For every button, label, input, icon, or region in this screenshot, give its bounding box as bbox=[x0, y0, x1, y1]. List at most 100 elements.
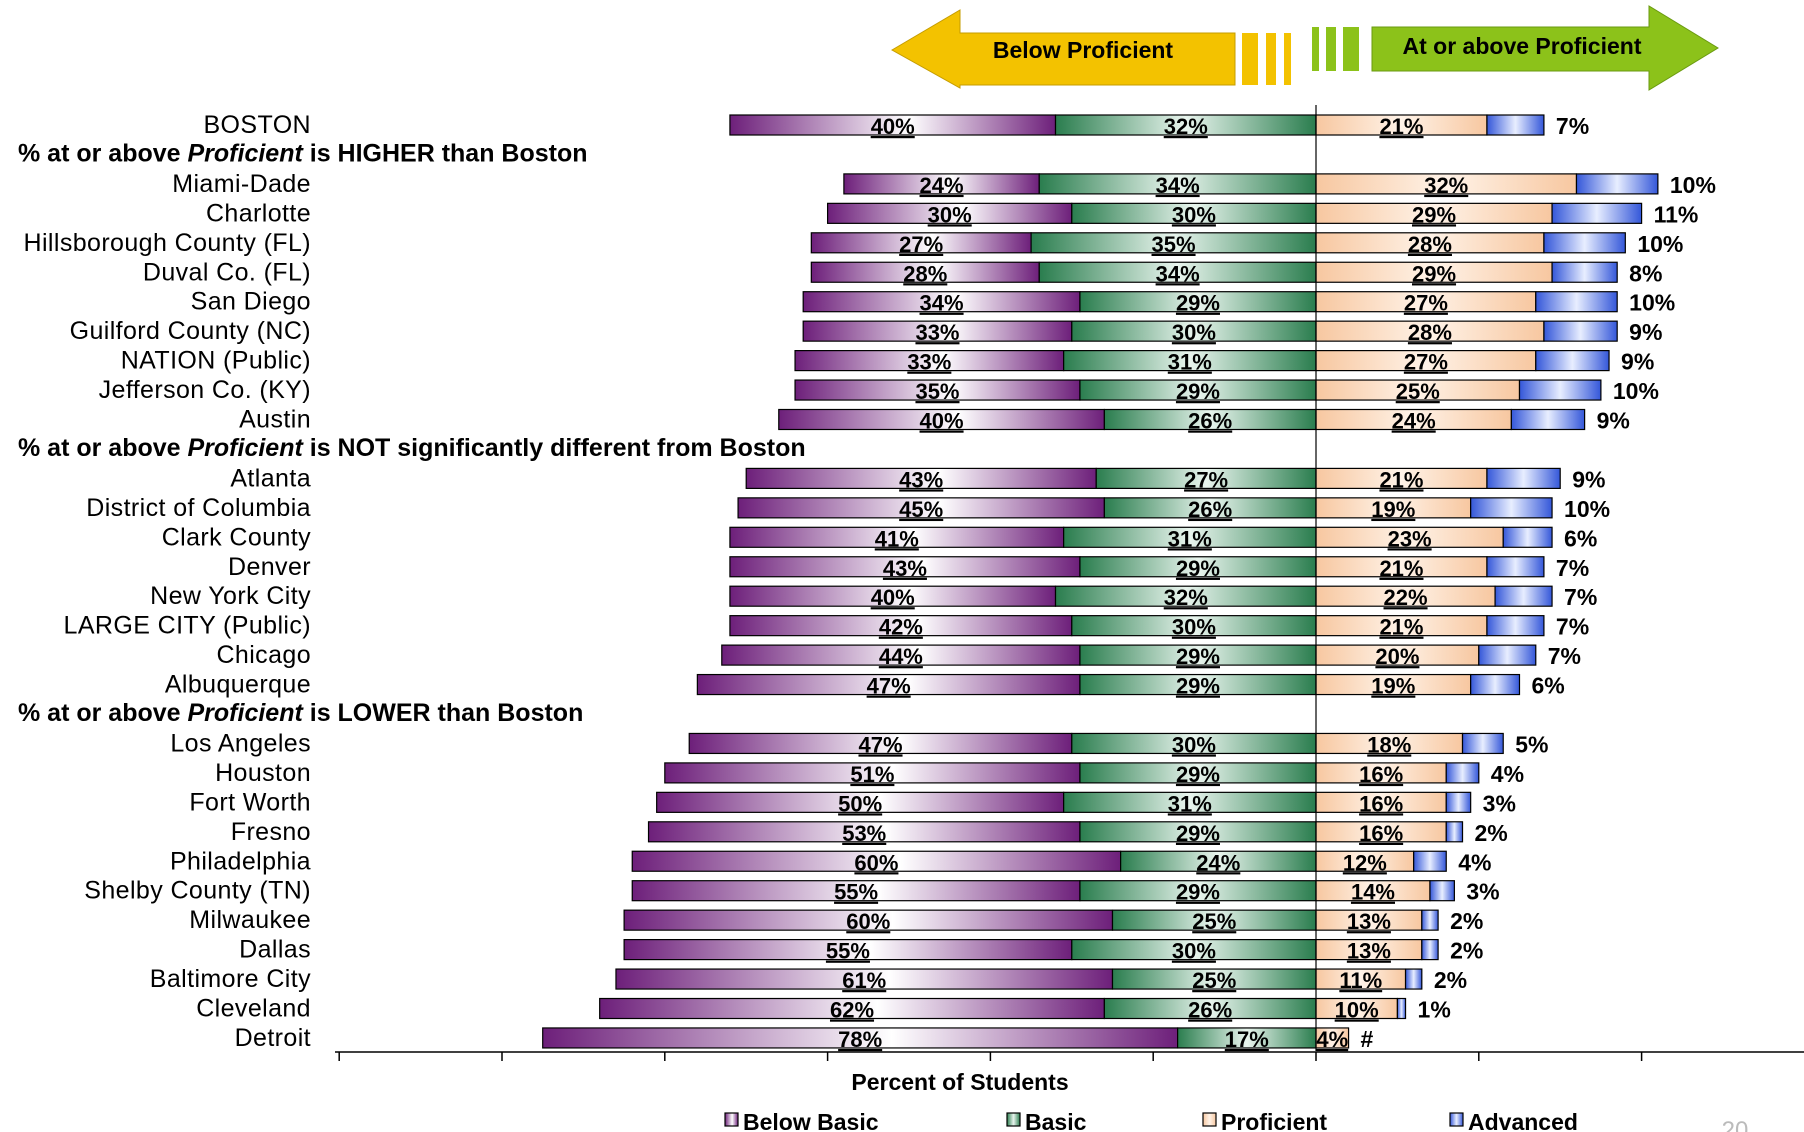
arrow-stripe bbox=[1284, 33, 1291, 85]
basic-value-label: 17% bbox=[1225, 1027, 1269, 1052]
basic-value-label: 35% bbox=[1152, 232, 1196, 257]
basic-value-label: 29% bbox=[1176, 762, 1220, 787]
below-basic-value-label: 44% bbox=[879, 644, 923, 669]
basic-value-label: 29% bbox=[1176, 674, 1220, 699]
advanced-bar bbox=[1535, 350, 1610, 372]
below-proficient-label: Below Proficient bbox=[993, 37, 1174, 63]
below-basic-value-label: 40% bbox=[871, 114, 915, 139]
basic-value-label: 25% bbox=[1192, 909, 1236, 934]
at-or-above-proficient-arrow bbox=[1371, 5, 1719, 91]
basic-value-label: 32% bbox=[1164, 585, 1208, 610]
advanced-bar bbox=[1421, 938, 1439, 961]
x-axis-title: Percent of Students bbox=[851, 1069, 1068, 1095]
below-basic-value-label: 47% bbox=[858, 732, 902, 757]
advanced-bar bbox=[1543, 232, 1626, 254]
category-label: Dallas bbox=[239, 936, 311, 964]
category-label: Albuquerque bbox=[165, 671, 311, 699]
advanced-bar bbox=[1494, 585, 1553, 607]
category-label: Fresno bbox=[231, 818, 311, 846]
advanced-value-label: 7% bbox=[1548, 643, 1581, 669]
section-heading-suffix: is HIGHER than Boston bbox=[303, 139, 588, 167]
advanced-bar bbox=[1486, 615, 1545, 637]
arrow-banner: Below Proficient At or above Proficient bbox=[890, 5, 1719, 91]
proficient-value-label: 13% bbox=[1347, 939, 1391, 964]
category-label: Milwaukee bbox=[189, 906, 311, 934]
category-label: Duval Co. (FL) bbox=[143, 258, 311, 286]
proficient-value-label: 21% bbox=[1379, 615, 1423, 640]
category-label: Philadelphia bbox=[170, 847, 311, 875]
advanced-bar bbox=[1486, 467, 1561, 489]
basic-value-label: 30% bbox=[1172, 320, 1216, 345]
category-label: Miami-Dade bbox=[172, 170, 311, 198]
proficient-value-label: 28% bbox=[1408, 320, 1452, 345]
legend-label: Basic bbox=[1025, 1109, 1087, 1132]
below-basic-value-label: 43% bbox=[899, 467, 943, 492]
advanced-bar bbox=[1486, 556, 1545, 578]
below-basic-value-label: 30% bbox=[928, 202, 972, 227]
basic-value-label: 30% bbox=[1172, 939, 1216, 964]
category-label: District of Columbia bbox=[86, 494, 311, 522]
basic-value-label: 34% bbox=[1156, 173, 1200, 198]
advanced-bar bbox=[1445, 821, 1464, 843]
advanced-bar bbox=[1396, 997, 1407, 1020]
advanced-bar bbox=[1404, 968, 1423, 990]
advanced-value-label: 2% bbox=[1450, 938, 1483, 964]
advanced-bar bbox=[1486, 114, 1545, 136]
below-basic-value-label: 24% bbox=[920, 173, 964, 198]
proficient-value-label: 25% bbox=[1396, 379, 1440, 404]
proficient-value-label: 13% bbox=[1347, 909, 1391, 934]
proficient-value-label: 24% bbox=[1392, 409, 1436, 434]
category-label: San Diego bbox=[191, 288, 311, 316]
basic-value-label: 29% bbox=[1176, 644, 1220, 669]
advanced-value-label: 10% bbox=[1629, 290, 1675, 316]
advanced-bar bbox=[1510, 408, 1586, 431]
below-basic-value-label: 40% bbox=[920, 409, 964, 434]
advanced-bar bbox=[1421, 909, 1439, 931]
below-basic-value-label: 28% bbox=[903, 261, 947, 286]
proficient-value-label: 29% bbox=[1412, 261, 1456, 286]
proficient-value-label: 27% bbox=[1404, 350, 1448, 375]
advanced-value-label: 4% bbox=[1458, 849, 1491, 875]
advanced-value-label: 7% bbox=[1564, 584, 1597, 610]
section-heading-suffix: is NOT significantly different from Bost… bbox=[303, 434, 806, 462]
section-heading-prefix: % at or above bbox=[18, 699, 188, 727]
category-label: Hillsborough County (FL) bbox=[24, 229, 312, 257]
category-label: Fort Worth bbox=[189, 788, 311, 816]
basic-value-label: 31% bbox=[1168, 350, 1212, 375]
advanced-value-label: 10% bbox=[1564, 496, 1610, 522]
legend-label: Proficient bbox=[1221, 1109, 1327, 1132]
proficient-value-label: 12% bbox=[1343, 850, 1387, 875]
advanced-value-label: 2% bbox=[1475, 820, 1508, 846]
basic-value-label: 26% bbox=[1188, 998, 1232, 1023]
below-basic-value-label: 51% bbox=[850, 762, 894, 787]
advanced-value-label: # bbox=[1361, 1026, 1374, 1052]
basic-value-label: 34% bbox=[1156, 261, 1200, 286]
category-label: Baltimore City bbox=[150, 965, 311, 993]
advanced-bar bbox=[1470, 673, 1521, 696]
proficient-value-label: 29% bbox=[1412, 202, 1456, 227]
category-label: Charlotte bbox=[206, 199, 311, 227]
advanced-bar bbox=[1551, 202, 1643, 224]
basic-value-label: 26% bbox=[1188, 497, 1232, 522]
below-basic-value-label: 61% bbox=[842, 968, 886, 993]
arrow-stripe bbox=[1266, 33, 1276, 85]
section-heading: % at or above Proficient is HIGHER than … bbox=[18, 139, 588, 167]
basic-value-label: 26% bbox=[1188, 409, 1232, 434]
below-basic-value-label: 40% bbox=[871, 585, 915, 610]
basic-value-label: 30% bbox=[1172, 732, 1216, 757]
legend: Below Basic Basic Proficient Advanced bbox=[724, 1109, 1578, 1132]
category-label: Los Angeles bbox=[170, 729, 311, 757]
advanced-value-label: 10% bbox=[1613, 378, 1659, 404]
basic-value-label: 25% bbox=[1192, 968, 1236, 993]
proficient-value-label: 19% bbox=[1371, 497, 1415, 522]
basic-value-label: 29% bbox=[1176, 880, 1220, 905]
below-basic-value-label: 27% bbox=[899, 232, 943, 257]
below-basic-value-label: 60% bbox=[854, 850, 898, 875]
at-or-above-proficient-label: At or above Proficient bbox=[1403, 33, 1642, 59]
below-basic-value-label: 33% bbox=[907, 350, 951, 375]
below-basic-value-label: 45% bbox=[899, 497, 943, 522]
section-heading-emphasis: Proficient bbox=[188, 434, 305, 462]
proficient-value-label: 27% bbox=[1404, 291, 1448, 316]
category-label: Guilford County (NC) bbox=[70, 317, 311, 345]
